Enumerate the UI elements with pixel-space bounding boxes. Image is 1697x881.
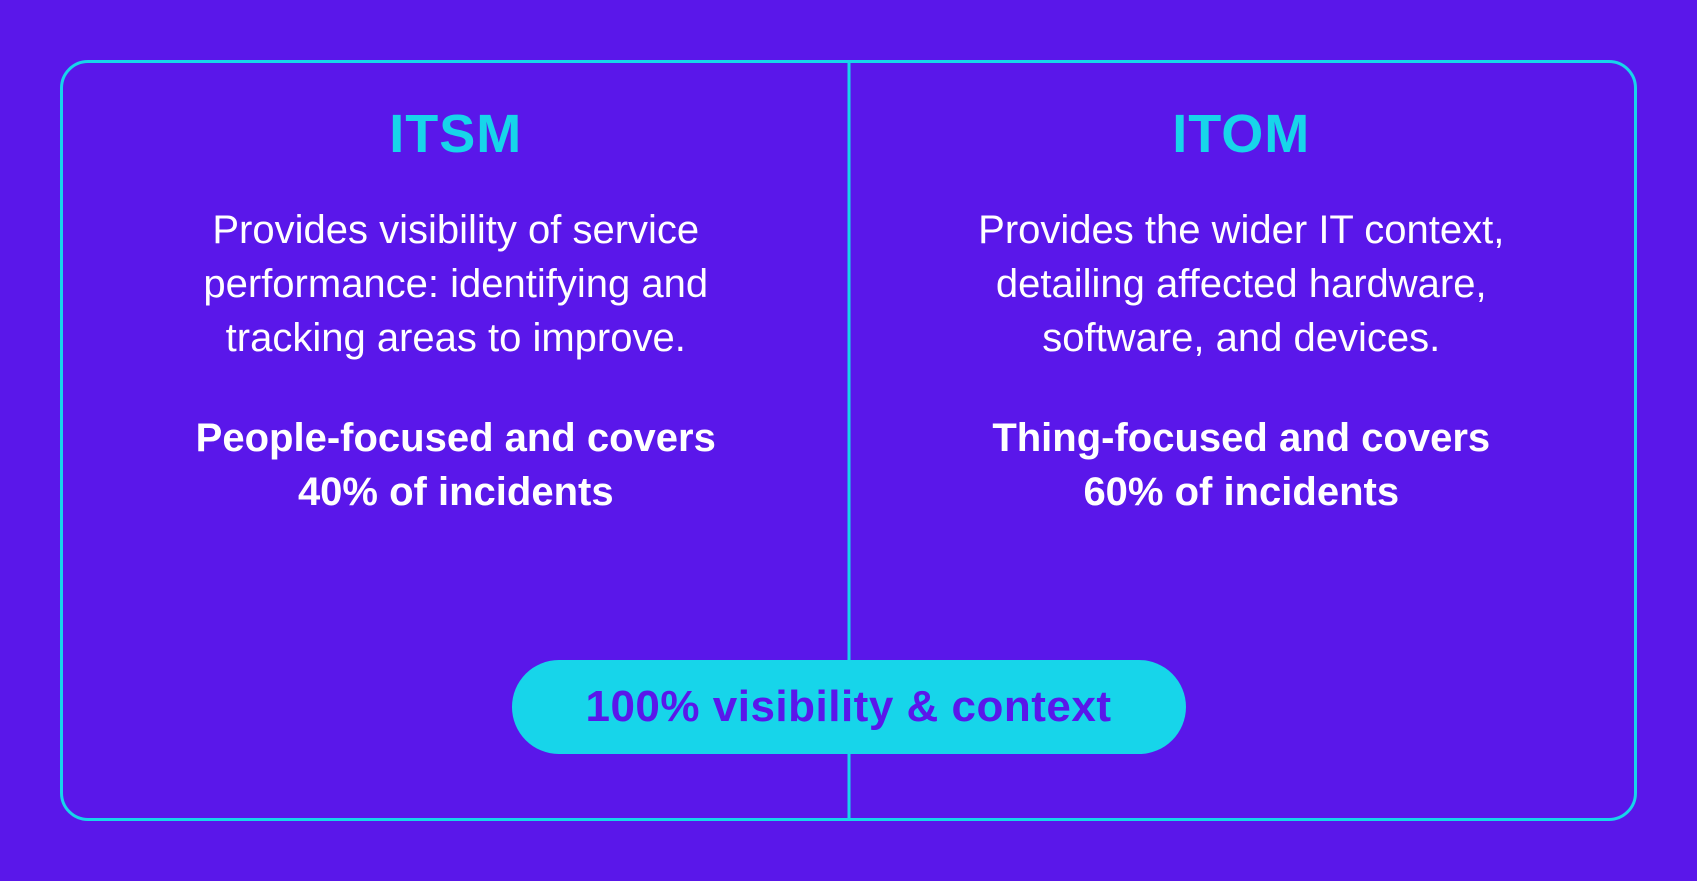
right-stat: Thing-focused and covers 60% of incident…	[929, 411, 1555, 519]
right-description: Provides the wider IT context, detailing…	[929, 203, 1555, 365]
left-stat-line1: People-focused and covers	[196, 416, 716, 460]
summary-pill: 100% visibility & context	[511, 660, 1185, 754]
comparison-frame: ITSM Provides visibility of service perf…	[60, 60, 1637, 821]
left-stat: People-focused and covers 40% of inciden…	[143, 411, 769, 519]
left-description: Provides visibility of service performan…	[143, 203, 769, 365]
infographic-canvas: ITSM Provides visibility of service perf…	[0, 0, 1697, 881]
right-stat-line1: Thing-focused and covers	[992, 416, 1490, 460]
left-stat-line2: 40% of incidents	[298, 470, 614, 514]
right-stat-line2: 60% of incidents	[1083, 470, 1399, 514]
left-title: ITSM	[143, 103, 769, 165]
right-title: ITOM	[929, 103, 1555, 165]
